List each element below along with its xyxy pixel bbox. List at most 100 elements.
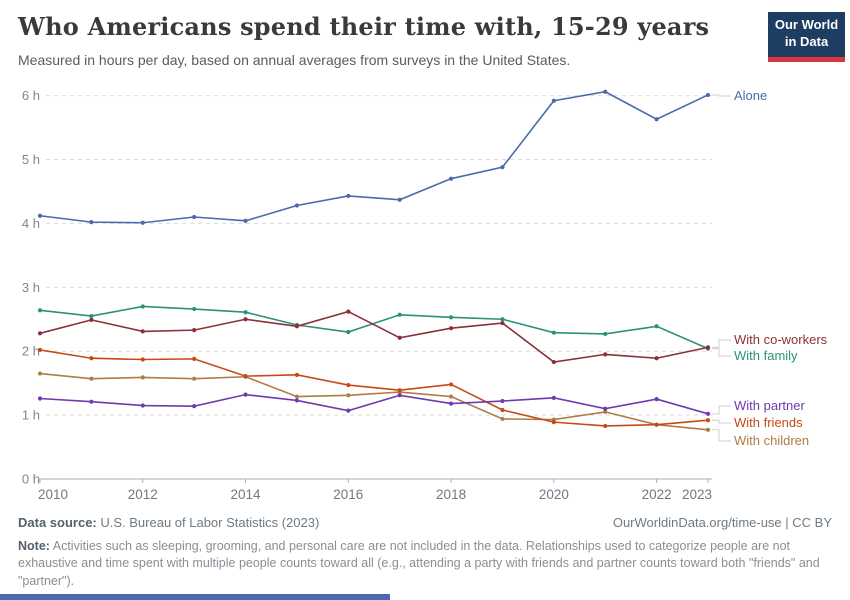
data-point [654, 324, 659, 329]
data-point [705, 345, 711, 350]
data-source-text: U.S. Bureau of Labor Statistics (2023) [96, 515, 320, 530]
data-point [603, 331, 608, 337]
data-point [243, 317, 248, 322]
data-point [448, 394, 454, 399]
data-point [346, 329, 351, 335]
data-point [397, 393, 402, 398]
data-point [89, 376, 94, 381]
data-point [243, 218, 248, 223]
data-point [397, 388, 402, 393]
data-point [603, 423, 608, 429]
data-point [500, 416, 505, 422]
data-point [37, 331, 43, 336]
data-point [140, 357, 145, 362]
data-point [448, 176, 454, 181]
data-point [705, 427, 711, 432]
data-point [192, 356, 197, 361]
data-point [654, 397, 659, 402]
data-point [37, 371, 43, 376]
series-label-coworkers: With co-workers [734, 332, 828, 347]
data-point [346, 193, 351, 199]
data-point [294, 372, 300, 377]
data-point [551, 359, 556, 365]
timeline-progress-bar[interactable] [0, 594, 390, 600]
chart-subtitle: Measured in hours per day, based on annu… [18, 52, 571, 68]
label-connector [712, 339, 731, 348]
data-point [346, 309, 351, 314]
data-point [654, 117, 659, 122]
data-point [448, 326, 454, 331]
x-tick-label: 2016 [333, 487, 363, 502]
data-point [140, 375, 145, 380]
data-point [705, 418, 711, 423]
data-point [654, 422, 659, 427]
data-source-label: Data source: [18, 515, 97, 530]
data-line [39, 305, 709, 350]
data-point [705, 411, 711, 416]
data-point [294, 398, 300, 403]
x-tick-label: 2023 [682, 487, 712, 502]
data-point [89, 356, 94, 361]
note-text: Activities such as sleeping, grooming, a… [18, 539, 820, 588]
data-line [39, 310, 709, 363]
data-point [705, 92, 711, 98]
note-text-block: Note: Activities such as sleeping, groom… [18, 538, 830, 590]
data-point [140, 329, 145, 334]
series-label-alone: Alone [734, 88, 768, 103]
x-tick-label: 2010 [38, 487, 68, 502]
label-connector [712, 94, 731, 97]
y-tick-label: 3 h [22, 280, 40, 295]
data-point [37, 213, 43, 218]
data-point [89, 313, 94, 319]
data-point [603, 409, 608, 415]
data-point [243, 374, 248, 379]
data-point [500, 320, 505, 326]
data-point [500, 165, 505, 170]
data-point [192, 214, 197, 220]
data-point [243, 392, 248, 397]
y-tick-label: 4 h [22, 216, 40, 231]
data-point [243, 310, 248, 315]
data-point [603, 89, 608, 94]
data-point [140, 220, 145, 225]
data-point [551, 330, 556, 335]
data-point [603, 352, 608, 357]
note-label: Note: [18, 539, 50, 553]
data-point [500, 317, 505, 322]
data-point [192, 306, 197, 312]
data-point [294, 324, 300, 329]
label-connector [712, 429, 731, 442]
data-line [39, 90, 709, 224]
owid-logo-line1: Our World [774, 17, 839, 32]
data-point [37, 308, 43, 313]
data-point [294, 394, 300, 399]
data-point [500, 398, 505, 404]
data-point [89, 220, 94, 225]
data-point [346, 408, 351, 413]
data-line [39, 393, 709, 415]
data-point [192, 328, 197, 333]
label-connector [712, 405, 731, 415]
owid-logo[interactable]: Our World in Data [768, 12, 845, 62]
data-point [654, 356, 659, 361]
data-point [551, 98, 556, 103]
data-point [603, 406, 608, 411]
data-point [551, 395, 556, 400]
series-label-children: With children [734, 433, 810, 448]
data-point [346, 393, 351, 398]
series-label-partner: With partner [734, 398, 805, 413]
y-tick-label: 5 h [22, 152, 40, 167]
page-title: Who Americans spend their time with, 15-… [18, 12, 710, 41]
label-connector [712, 348, 731, 357]
attribution-link[interactable]: OurWorldinData.org/time-use | CC BY [612, 515, 832, 530]
x-tick-label: 2020 [539, 487, 569, 502]
data-point [397, 197, 402, 202]
data-point [500, 407, 505, 413]
data-point [448, 401, 454, 406]
data-point [294, 203, 300, 208]
data-point [448, 315, 454, 320]
data-point [37, 396, 43, 401]
data-source-line: Data source: U.S. Bureau of Labor Statis… [18, 515, 832, 530]
